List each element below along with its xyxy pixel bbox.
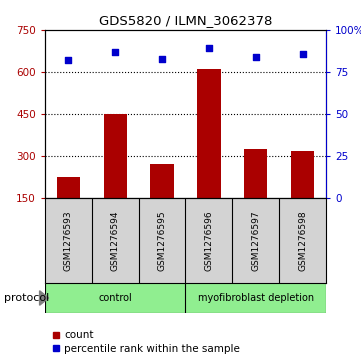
Point [159,56,165,61]
Text: myofibroblast depletion: myofibroblast depletion [198,293,314,303]
Point [300,50,305,56]
Point [253,54,258,60]
Bar [45,283,186,313]
Point [112,49,118,55]
Text: GSM1276598: GSM1276598 [298,210,307,271]
Point [206,46,212,52]
Text: protocol: protocol [4,293,49,303]
Text: GSM1276594: GSM1276594 [111,210,120,271]
Bar [186,283,326,313]
Text: GSM1276593: GSM1276593 [64,210,73,271]
Text: control: control [99,293,132,303]
Text: GSM1276597: GSM1276597 [251,210,260,271]
Title: GDS5820 / ILMN_3062378: GDS5820 / ILMN_3062378 [99,15,272,28]
Bar [57,177,80,198]
Text: GSM1276595: GSM1276595 [158,210,166,271]
Bar [244,149,268,198]
Bar [104,114,127,198]
Point [66,57,71,63]
Text: GSM1276596: GSM1276596 [204,210,213,271]
Bar [151,164,174,198]
Legend: count, percentile rank within the sample: count, percentile rank within the sample [48,326,244,358]
Bar [291,151,314,198]
Bar [197,69,221,198]
